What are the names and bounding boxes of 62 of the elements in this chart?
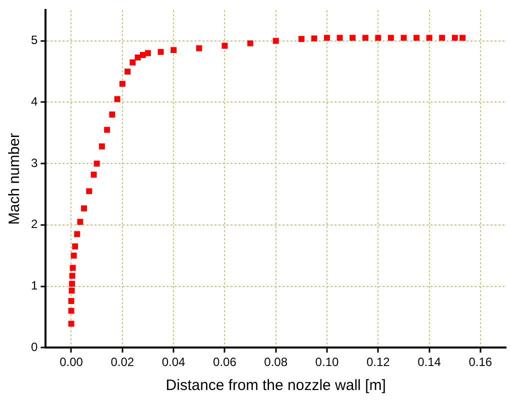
x-tick-label: 0.08 <box>264 355 288 370</box>
point <box>426 34 432 41</box>
point <box>72 243 78 250</box>
point <box>77 218 84 225</box>
x-tick-label: 0.16 <box>468 355 492 370</box>
point <box>109 112 116 118</box>
y-tick-label: 1 <box>30 278 38 293</box>
point <box>86 188 92 194</box>
x-tick-label: 0.14 <box>418 355 442 370</box>
point <box>94 160 100 167</box>
point <box>70 252 77 259</box>
point <box>74 231 80 238</box>
x-axis-title: Distance from the nozzle wall [m] <box>166 377 386 394</box>
point <box>439 34 446 41</box>
y-tick-label: 0 <box>30 340 38 354</box>
x-tick-label: 0.02 <box>110 355 134 370</box>
point <box>324 34 330 41</box>
point <box>170 47 177 54</box>
point <box>388 34 394 41</box>
point <box>311 35 318 42</box>
y-tick-label: 5 <box>30 33 38 48</box>
x-tick-label: 0.12 <box>366 355 390 370</box>
point <box>350 34 356 41</box>
point <box>69 272 76 279</box>
y-tick-label: 3 <box>30 156 38 170</box>
point <box>158 48 164 55</box>
point <box>196 45 202 52</box>
x-tick-label: 0.00 <box>60 355 84 370</box>
point <box>114 96 120 102</box>
point <box>81 205 88 212</box>
point <box>222 42 228 49</box>
point <box>104 126 110 133</box>
point <box>298 36 304 42</box>
y-axis-title: Mach number <box>6 133 24 225</box>
point <box>68 320 74 327</box>
point <box>362 34 368 41</box>
point <box>272 38 279 44</box>
point <box>70 264 76 271</box>
point <box>400 34 407 41</box>
point <box>119 80 126 87</box>
point <box>68 288 75 294</box>
x-tick-label: 0.10 <box>315 355 339 370</box>
point <box>414 34 420 41</box>
point <box>144 50 151 56</box>
point <box>124 68 130 75</box>
point <box>134 54 141 60</box>
point <box>130 59 136 66</box>
point <box>69 280 75 287</box>
x-tick-label: 0.04 <box>162 355 186 370</box>
point <box>68 308 74 314</box>
point <box>452 34 458 41</box>
x-tick-label: 0.06 <box>213 355 237 370</box>
point <box>460 34 466 41</box>
point <box>247 40 254 46</box>
y-tick-label: 4 <box>30 94 38 109</box>
point <box>98 143 105 150</box>
point <box>336 34 343 41</box>
point <box>90 172 97 178</box>
point <box>375 34 382 41</box>
point <box>140 52 146 58</box>
y-tick-label: 2 <box>30 217 38 232</box>
point <box>68 298 74 304</box>
